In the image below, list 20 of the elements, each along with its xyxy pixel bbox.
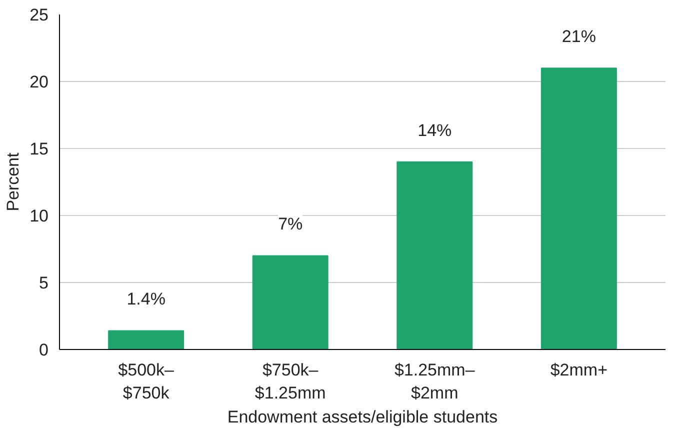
data-label: 21%: [562, 27, 596, 46]
bar: [252, 255, 328, 350]
data-label: 14%: [418, 120, 452, 140]
y-axis-title: Percent: [4, 152, 23, 212]
data-label: 7%: [278, 214, 303, 234]
bar: [396, 161, 473, 350]
x-tick-label: $1.25mm– $2mm: [394, 360, 476, 402]
y-tick-label: 10: [30, 206, 49, 226]
y-tick-label: 20: [30, 72, 49, 92]
y-tick-label: 25: [30, 6, 49, 24]
bar: [108, 330, 184, 350]
x-tick-label: $2mm+: [550, 360, 608, 380]
y-tick-label: 5: [39, 274, 49, 292]
x-tick-label: $750k– $1.25mm: [254, 360, 326, 402]
x-tick-label: $500k– $750k: [118, 360, 175, 402]
x-axis-title: Endowment assets/eligible students: [227, 407, 498, 426]
y-tick-label: 15: [30, 140, 49, 158]
data-label: 1.4%: [126, 290, 166, 309]
bar: [540, 68, 617, 350]
y-tick-label: 0: [39, 340, 49, 360]
